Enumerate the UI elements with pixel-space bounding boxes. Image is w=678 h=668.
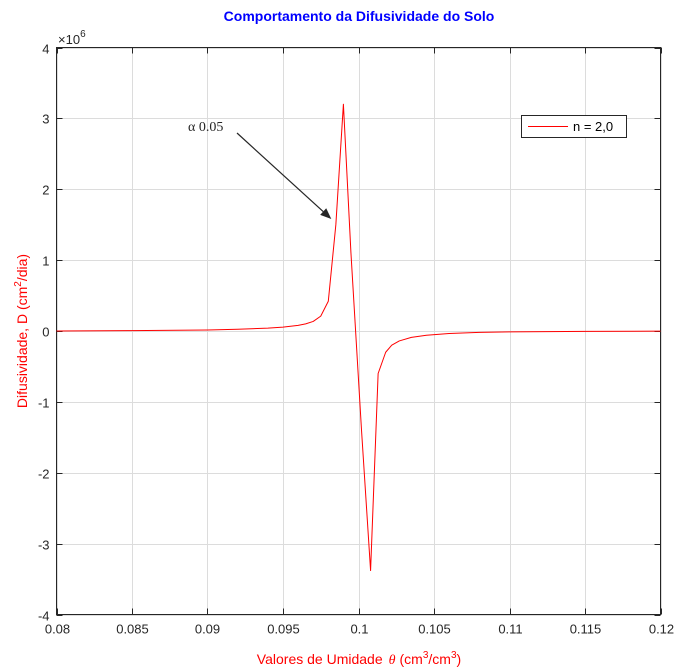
legend-label: n = 2,0	[573, 119, 613, 134]
x-tick-labels: 0.08 0.085 0.09 0.095 0.1 0.105 0.11 0.115 0.12	[45, 622, 674, 637]
y-tick-labels: -4 -3 -2 -1 0 1 2 3 4	[38, 42, 50, 624]
series-line	[56, 103, 661, 572]
chart-title: Comportamento da Difusividade do Solo	[224, 8, 495, 24]
x-tick-label: 0.1	[350, 622, 368, 637]
y-tick-label: -4	[38, 609, 50, 624]
x-tick-label: 0.095	[267, 622, 300, 637]
x-tick-label: 0.105	[418, 622, 451, 637]
legend-box	[521, 115, 627, 138]
x-axis-label: Valores de Umidade θ (cm3/cm3)	[257, 650, 461, 668]
x-tick-label: 0.09	[195, 622, 220, 637]
y-tick-label: 0	[42, 325, 49, 340]
y-tick-label: -2	[38, 467, 50, 482]
y-exponent: ×106	[58, 29, 86, 47]
y-tick-label: -1	[38, 396, 50, 411]
annotation-arrow-line	[236, 132, 324, 213]
y-tick-label: 3	[42, 112, 49, 127]
x-tick-label: 0.11	[498, 622, 522, 637]
x-tick-label: 0.115	[570, 622, 602, 637]
annotation-text: α 0.05	[188, 120, 223, 135]
series-layer	[56, 103, 661, 572]
y-tick-label: 4	[42, 42, 49, 57]
x-tick-label: 0.085	[116, 622, 149, 637]
legend: n = 2,0	[521, 115, 627, 138]
annotation: α 0.05	[188, 120, 332, 220]
annotation-arrow-head	[320, 208, 332, 220]
y-tick-label: -3	[38, 538, 50, 553]
y-tick-label: 2	[42, 183, 49, 198]
x-tick-label: 0.08	[45, 622, 70, 637]
y-tick-label: 1	[42, 254, 49, 269]
y-axis-label: Difusividade, D (cm2/dia)	[13, 254, 30, 408]
x-tick-label: 0.12	[649, 622, 674, 637]
